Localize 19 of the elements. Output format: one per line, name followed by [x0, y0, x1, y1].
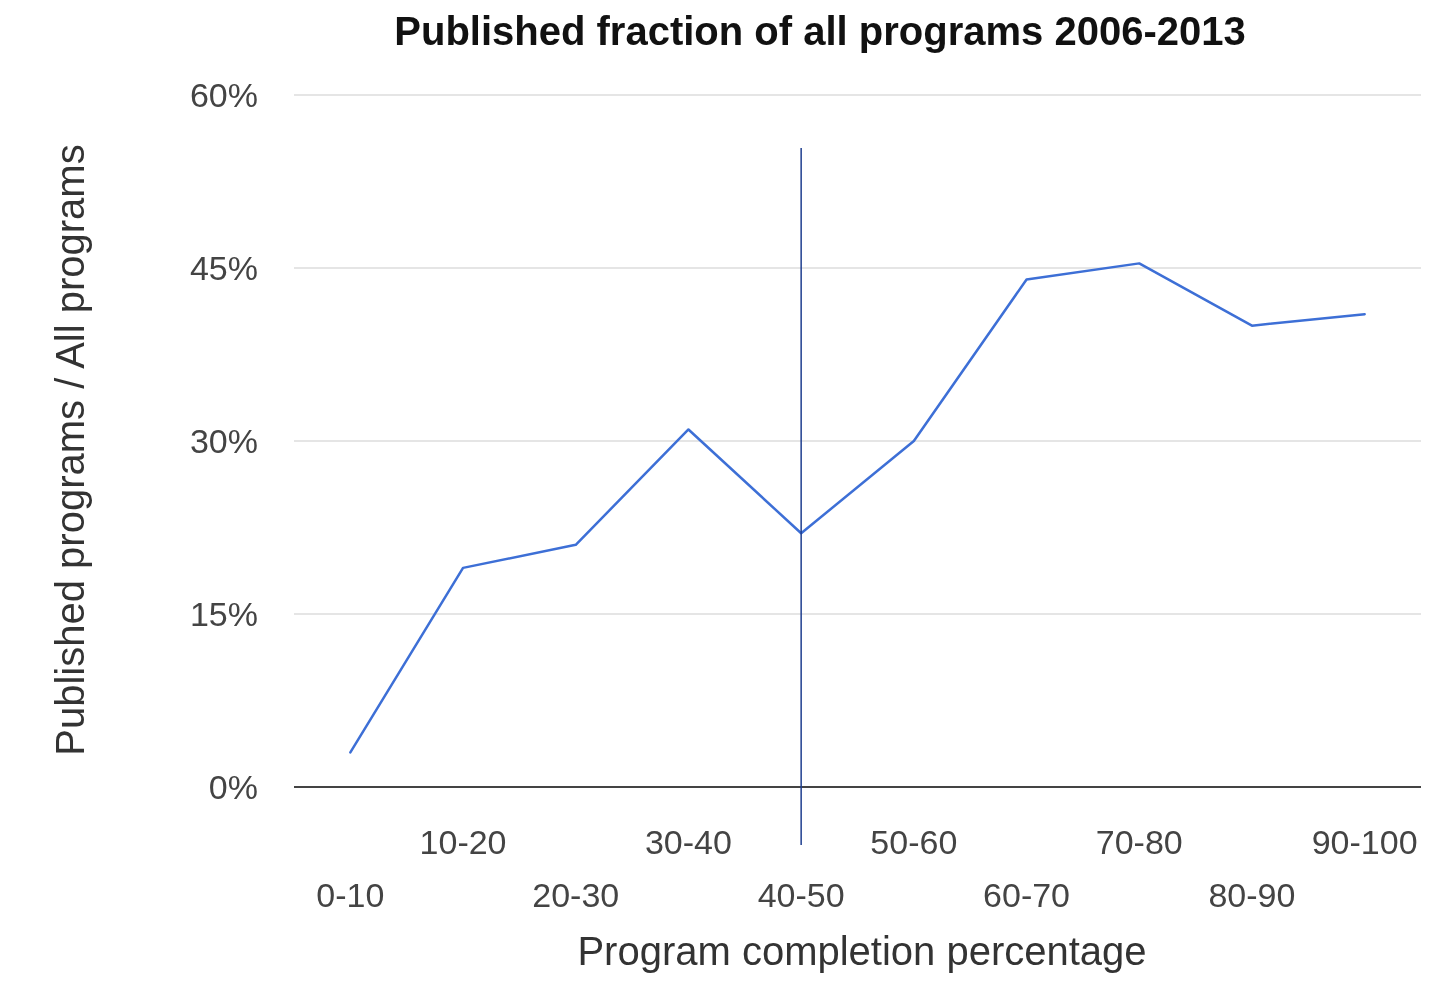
y-tick-label: 45%: [189, 248, 258, 287]
y-tick-label: 15%: [189, 594, 258, 633]
x-tick-label: 50-60: [870, 822, 958, 861]
x-tick-label: 90-100: [1311, 822, 1418, 861]
x-tick-label: 0-10: [316, 875, 385, 914]
x-tick-label: 20-30: [532, 875, 620, 914]
chart-title: Published fraction of all programs 2006-2013: [394, 9, 1246, 53]
y-tick-label: 0%: [208, 767, 258, 806]
y-axis-title: Published programs / All programs: [47, 143, 93, 758]
x-tick-label: 10-20: [419, 822, 507, 861]
x-tick-label: 40-50: [757, 875, 845, 914]
x-tick-label: 30-40: [644, 822, 732, 861]
x-tick-label: 80-90: [1208, 875, 1296, 914]
line-series: [349, 262, 1366, 754]
y-tick-label: 60%: [189, 75, 258, 114]
x-tick-label: 60-70: [983, 875, 1071, 914]
y-tick-label: 30%: [189, 421, 258, 460]
x-axis-title: Program completion percentage: [577, 929, 1147, 973]
x-tick-label: 70-80: [1095, 822, 1183, 861]
